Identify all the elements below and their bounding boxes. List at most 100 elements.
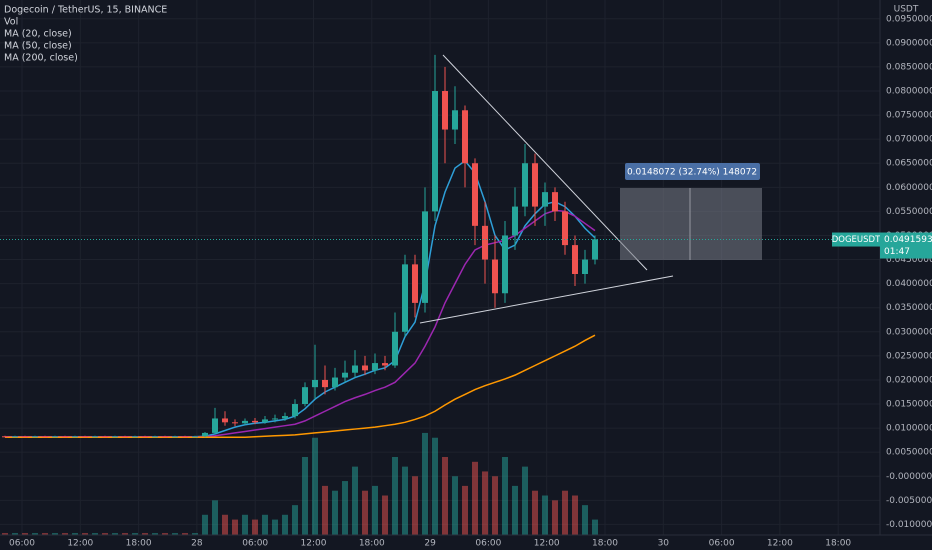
volume-bar	[12, 533, 18, 535]
candle-body	[572, 245, 578, 275]
candle-body	[522, 163, 528, 207]
candle-body	[292, 404, 298, 417]
y-tick-label: 0.0550000	[886, 207, 932, 217]
volume-bar	[192, 533, 198, 535]
x-tick-label: 06:00	[709, 539, 735, 549]
volume-bar	[212, 500, 218, 535]
candle-body	[582, 259, 588, 275]
volume-bar	[402, 466, 408, 535]
volume-bar	[132, 533, 138, 535]
legend-entry: MA (200, close)	[4, 53, 78, 64]
candle-body	[282, 416, 288, 419]
candle-body	[342, 372, 348, 378]
y-tick-label: -0.0000000	[886, 472, 932, 482]
volume-bar	[422, 432, 428, 535]
candle-body	[142, 436, 148, 438]
candle-body	[412, 264, 418, 303]
candle-body	[22, 436, 28, 438]
x-tick-label: 06:00	[242, 539, 268, 549]
candle-body	[172, 436, 178, 438]
axis-labels: 0.0950000 0.0900000 0.0850000 0.0800000 0.07…	[9, 14, 932, 548]
measure-label-bg	[625, 163, 760, 180]
legend-entry: Vol	[4, 17, 18, 28]
grid	[0, 0, 880, 535]
candle-body	[382, 363, 388, 366]
y-tick-label: 0.0350000	[886, 303, 932, 313]
candle-body	[562, 211, 568, 246]
volume-bar	[312, 437, 318, 535]
currency: USDT	[894, 5, 919, 15]
volume-bar	[102, 533, 108, 535]
volume-bar	[492, 476, 498, 535]
candle-body	[82, 436, 88, 438]
volume-bar	[82, 533, 88, 535]
symbol-label: DOGEUSDT	[832, 235, 881, 245]
candle-body	[512, 206, 518, 236]
volume-layer	[2, 432, 598, 535]
legend-entry: MA (20, close)	[4, 29, 72, 40]
candle-body	[2, 436, 8, 438]
volume-bar	[112, 533, 118, 535]
volume-bar	[232, 519, 238, 535]
volume-bar	[62, 533, 68, 535]
candle-body	[212, 418, 218, 433]
candle-body	[92, 436, 98, 438]
x-tick-label: 18:00	[126, 539, 152, 549]
candle-body	[552, 192, 558, 212]
volume-bar	[282, 514, 288, 535]
volume-bar	[32, 533, 38, 535]
candle-body	[12, 436, 18, 438]
y-tick-label: 0.0850000	[886, 62, 932, 72]
candle-body	[352, 365, 358, 373]
volume-bar	[552, 500, 558, 535]
y-tick-label: -0.0100000	[886, 520, 932, 530]
candle-body	[182, 436, 188, 438]
legend-title: Dogecoin / TetherUS, 15, BINANCE	[4, 5, 167, 16]
x-tick-label: 28	[191, 539, 203, 549]
candle-body	[502, 235, 508, 294]
y-tick-label: 0.0600000	[886, 183, 932, 193]
candle-body	[152, 436, 158, 438]
candle-body	[492, 259, 498, 294]
y-tick-label: 0.0050000	[886, 448, 932, 458]
candle-body	[242, 420, 248, 424]
candle-body	[462, 110, 468, 164]
volume-bar	[332, 490, 338, 535]
candle-body	[52, 436, 58, 438]
candle-body	[202, 432, 208, 437]
volume-bar	[462, 485, 468, 535]
volume-bar	[372, 485, 378, 535]
volume-bar	[42, 533, 48, 535]
y-tick-label: 0.0800000	[886, 87, 932, 97]
volume-bar	[172, 533, 178, 535]
y-tick-label: 0.0200000	[886, 375, 932, 385]
volume-bar	[582, 505, 588, 535]
countdown: 01:47	[884, 247, 910, 257]
candle-layer	[2, 54, 598, 438]
volume-bar	[162, 533, 168, 535]
volume-bar	[392, 456, 398, 535]
volume-bar	[472, 461, 478, 535]
candle-body	[472, 163, 478, 226]
x-tick-label: 29	[424, 539, 436, 549]
volume-bar	[532, 490, 538, 535]
volume-bar	[252, 519, 258, 535]
volume-bar	[592, 519, 598, 535]
x-tick-label: 12:00	[301, 539, 327, 549]
price-label-bg	[880, 232, 932, 259]
candle-body	[322, 379, 328, 388]
candle-body	[32, 436, 38, 438]
volume-bar	[222, 514, 228, 535]
y-tick-label: 0.0300000	[886, 327, 932, 337]
y-tick-label: 0.0900000	[886, 38, 932, 48]
candle-body	[272, 418, 278, 420]
price-label: 0.0491593	[884, 235, 932, 245]
volume-bar	[322, 485, 328, 535]
candle-body	[112, 436, 118, 438]
volume-bar	[502, 456, 508, 535]
candle-body	[482, 225, 488, 260]
volume-bar	[72, 533, 78, 535]
trend-line	[442, 54, 648, 271]
volume-bar	[152, 533, 158, 535]
